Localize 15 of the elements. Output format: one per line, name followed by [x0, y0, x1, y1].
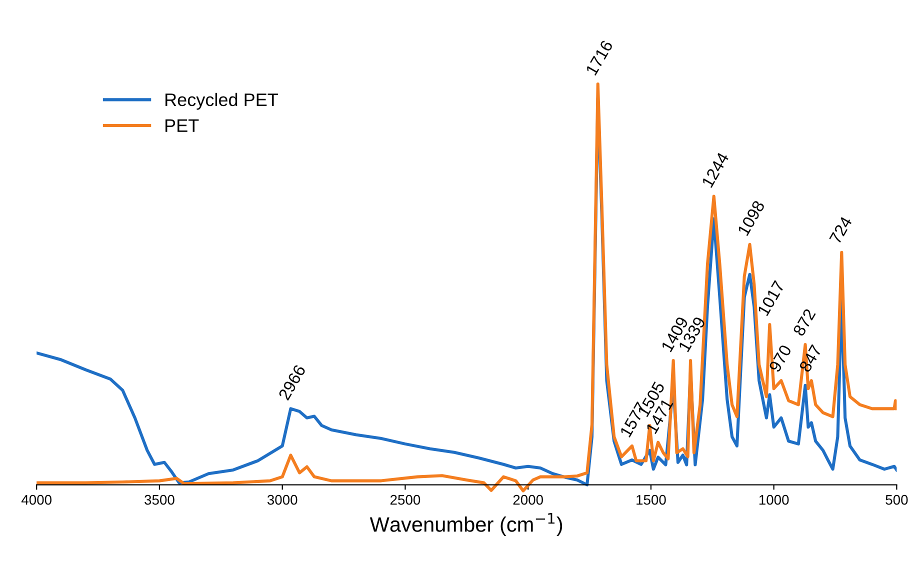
x-tick-label: 1000 — [759, 494, 789, 505]
x-tick-label: 2500 — [390, 494, 420, 505]
x-tick-label: 3500 — [144, 494, 174, 505]
legend-label: Recycled PET — [166, 92, 278, 110]
annotation: 970 — [768, 344, 792, 373]
x-tick-label: 3000 — [267, 494, 298, 505]
x-tick-label: 2000 — [513, 494, 543, 505]
x-axis-title: Wavenumber (cm$^{−1}$) — [370, 513, 562, 536]
annotation: 724 — [829, 216, 852, 244]
annotation: 847 — [798, 344, 822, 373]
legend-label: PET — [166, 119, 199, 132]
x-tick-label: 500 — [886, 494, 908, 505]
annotation: 872 — [792, 308, 816, 337]
x-tick-label: 4000 — [21, 494, 52, 505]
x-tick-label: 1500 — [636, 494, 666, 505]
